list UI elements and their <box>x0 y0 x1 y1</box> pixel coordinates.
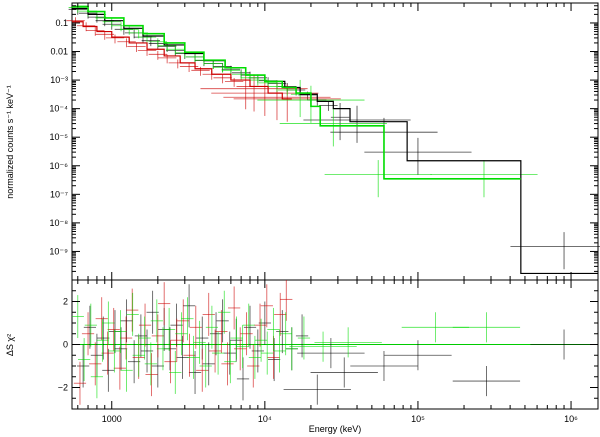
spectrum-axis-ticks: 0.1 0.01 10⁻³ 10⁻⁴ 10⁻⁵ 10⁻⁶ 10⁻⁷ 10⁻⁸ 10⁻⁹ <box>49 2 598 280</box>
spectrum-error-bars <box>66 3 600 270</box>
y-tick-label: 10⁻⁵ <box>50 132 69 142</box>
x-tick-label: 1000 <box>102 414 122 424</box>
y-tick-label: 0.01 <box>50 47 68 57</box>
x-tick-label: 10⁵ <box>411 414 425 424</box>
x-tick-label: 10⁴ <box>258 414 272 424</box>
x-tick-label: 10⁶ <box>564 414 578 424</box>
model-step-line <box>72 5 521 180</box>
residual-y-tick-label: 0 <box>63 340 68 350</box>
residual-y-tick-label: −2 <box>58 383 68 393</box>
y-tick-label: 10⁻⁶ <box>50 161 69 171</box>
y-tick-label: 10⁻⁴ <box>49 104 68 114</box>
residual-axis-ticks: 1000 10⁴ 10⁵ 10⁶ 2 0 −2 <box>58 280 598 424</box>
y-tick-label: 10⁻⁸ <box>49 218 68 228</box>
y-axis-title-residuals: ΔS χ² <box>5 334 15 356</box>
y-tick-label: 10⁻³ <box>50 75 68 85</box>
y-tick-label: 0.1 <box>55 18 68 28</box>
y-axis-title-spectrum: normalized counts s⁻¹ keV⁻¹ <box>5 85 15 199</box>
model-step-line <box>72 7 598 275</box>
residual-y-tick-label: 2 <box>63 297 68 307</box>
x-axis-title: Energy (keV) <box>309 424 362 434</box>
residual-plot-area: 1000 10⁴ 10⁵ 10⁶ 2 0 −2 <box>58 280 598 424</box>
residual-error-bars <box>72 280 598 405</box>
model-step-line <box>72 21 292 100</box>
spectrum-model-lines <box>72 5 598 275</box>
y-tick-label: 10⁻⁹ <box>49 246 68 256</box>
spectrum-plot-area: 0.1 0.01 10⁻³ 10⁻⁴ 10⁻⁵ 10⁻⁶ 10⁻⁷ 10⁻⁸ 10⁻⁹ <box>49 2 600 280</box>
y-tick-label: 10⁻⁷ <box>50 189 68 199</box>
